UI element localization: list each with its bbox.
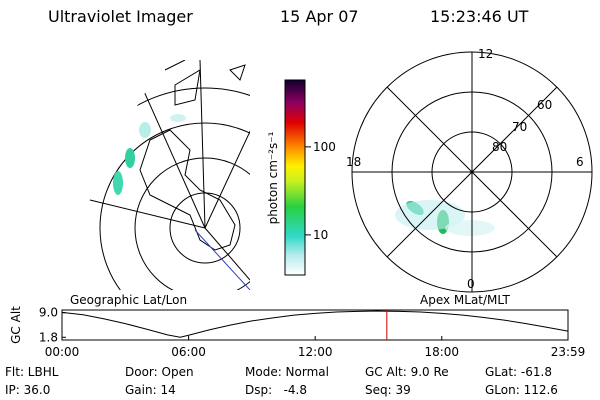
mlt-label: 0 [467,277,475,291]
mlat-label: 60 [537,98,552,112]
altitude-line [61,310,569,338]
status-field: Gain: 14 [125,383,176,397]
alt-ylabel: GC Alt [9,306,23,344]
mlt-label: 6 [576,155,584,169]
mlat-label: 80 [492,140,507,154]
time: 15:23:46 UT [430,7,529,26]
right-grid [351,51,593,293]
status-field: IP: 36.0 [5,383,50,397]
status-field: GC Alt: 9.0 Re [365,365,449,379]
colorbar-tick-label: 100 [313,140,336,154]
mlt-label: 12 [478,47,493,61]
status-field: Flt: LBHL [5,365,59,379]
status-field: GLon: 112.6 [485,383,558,397]
x-tick-label: 18:00 [424,345,459,359]
title: Ultraviolet Imager [48,7,193,26]
x-tick-label: 23:59 [551,345,586,359]
status-field: GLat: -61.8 [485,365,552,379]
left-map [80,60,250,290]
y-tick-label: 9.0 [39,306,58,320]
colorbar [284,79,306,276]
colorbar-label: photon cm⁻²s⁻¹ [266,131,280,224]
status-field: Seq: 39 [365,383,411,397]
x-tick-label: 00:00 [45,345,80,359]
right-map-label: Apex MLat/MLT [420,293,510,307]
left-map-label: Geographic Lat/Lon [70,293,187,307]
date: 15 Apr 07 [280,7,359,26]
alt-plot-frame [61,309,569,341]
x-tick-label: 06:00 [171,345,206,359]
y-tick-label: 1.8 [39,330,58,344]
mlat-label: 70 [512,120,527,134]
x-tick-label: 12:00 [298,345,333,359]
status-field: Mode: Normal [245,365,329,379]
status-field: Dsp: -4.8 [245,383,307,397]
colorbar-tick-label: 10 [313,228,328,242]
status-field: Door: Open [125,365,194,379]
mlt-label: 18 [346,155,361,169]
right-map [395,200,495,236]
